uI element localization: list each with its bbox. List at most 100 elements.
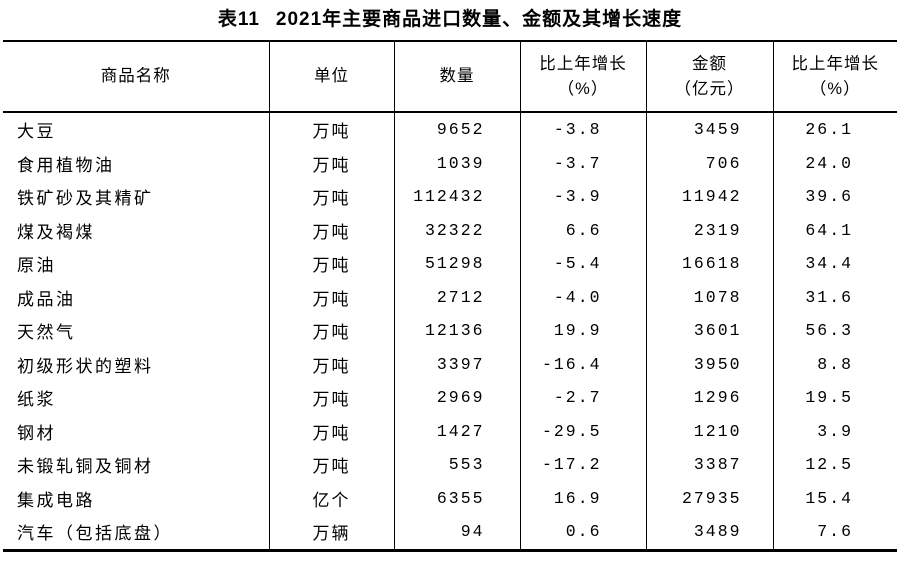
quantity-cell: 6355 — [393, 481, 520, 515]
quantity-cell: 2969 — [393, 381, 520, 415]
commodity-name-cell: 成品油 — [17, 289, 76, 309]
unit-cell: 万吨 — [268, 448, 394, 482]
value-cell: 3387 — [645, 448, 773, 482]
quantity-cell: 32322 — [393, 213, 520, 247]
table-row: 食用植物油 万吨 1039 -3.7 706 24.0 — [3, 146, 897, 180]
value-growth-cell: 7.6 — [772, 515, 897, 550]
quantity-growth-cell: -5.4 — [519, 247, 646, 281]
value-cell: 706 — [645, 146, 773, 180]
table-row: 成品油 万吨 2712 -4.0 1078 31.6 — [3, 280, 897, 314]
quantity-growth-cell: -17.2 — [519, 448, 646, 482]
commodity-name-cell: 初级形状的塑料 — [17, 356, 154, 376]
unit-cell: 亿个 — [268, 481, 394, 515]
value-growth-cell: 24.0 — [772, 146, 897, 180]
quantity-growth-cell: 16.9 — [519, 481, 646, 515]
commodity-name-cell: 未锻轧铜及铜材 — [17, 457, 154, 477]
col-header-value-growth: 比上年增长 （%） — [772, 41, 897, 113]
quantity-cell: 94 — [393, 515, 520, 550]
table-row: 未锻轧铜及铜材 万吨 553 -17.2 3387 12.5 — [3, 448, 897, 482]
header-row: 商品名称 单位 数量 比上年增长 （%） 金额 （亿元） — [3, 41, 897, 113]
unit-cell: 万吨 — [268, 180, 394, 214]
header-line: （亿元） — [674, 79, 745, 98]
value-growth-cell: 39.6 — [772, 180, 897, 214]
commodity-name-cell: 天然气 — [17, 323, 76, 343]
unit-cell: 万辆 — [268, 515, 394, 550]
value-growth-cell: 3.9 — [772, 414, 897, 448]
quantity-growth-cell: -4.0 — [519, 280, 646, 314]
col-header-unit: 单位 — [268, 41, 394, 113]
value-cell: 3459 — [645, 112, 773, 147]
unit-cell: 万吨 — [268, 146, 394, 180]
table-row: 汽车（包括底盘） 万辆 94 0.6 3489 7.6 — [3, 515, 897, 550]
quantity-growth-cell: -16.4 — [519, 347, 646, 381]
commodity-name-cell: 铁矿砂及其精矿 — [17, 189, 154, 209]
header-line: （%） — [557, 79, 609, 98]
value-cell: 3601 — [645, 314, 773, 348]
header-line: 单位 — [314, 67, 349, 85]
import-commodities-table: 商品名称 单位 数量 比上年增长 （%） 金额 （亿元） — [3, 40, 897, 552]
unit-cell: 万吨 — [268, 112, 394, 147]
value-growth-cell: 64.1 — [772, 213, 897, 247]
quantity-growth-cell: -2.7 — [519, 381, 646, 415]
col-header-commodity-name: 商品名称 — [3, 41, 269, 113]
unit-cell: 万吨 — [268, 247, 394, 281]
quantity-growth-cell: -3.9 — [519, 180, 646, 214]
value-growth-cell: 15.4 — [772, 481, 897, 515]
commodity-name-cell: 大豆 — [17, 122, 56, 142]
value-cell: 2319 — [645, 213, 773, 247]
commodity-name-cell: 食用植物油 — [17, 155, 115, 175]
header-line: （%） — [809, 79, 861, 98]
quantity-cell: 1039 — [393, 146, 520, 180]
quantity-cell: 51298 — [393, 247, 520, 281]
unit-cell: 万吨 — [268, 347, 394, 381]
commodity-name-cell: 煤及褐煤 — [17, 222, 95, 242]
quantity-cell: 1427 — [393, 414, 520, 448]
table-row: 煤及褐煤 万吨 32322 6.6 2319 64.1 — [3, 213, 897, 247]
quantity-cell: 12136 — [393, 314, 520, 348]
quantity-cell: 553 — [393, 448, 520, 482]
unit-cell: 万吨 — [268, 280, 394, 314]
quantity-growth-cell: 0.6 — [519, 515, 646, 550]
table-body: 大豆 万吨 9652 -3.8 3459 26.1 食用植物油 万吨 1039 … — [3, 112, 897, 550]
quantity-growth-cell: -3.7 — [519, 146, 646, 180]
value-growth-cell: 31.6 — [772, 280, 897, 314]
value-growth-cell: 56.3 — [772, 314, 897, 348]
table-title-text: 2021年主要商品进口数量、金额及其增长速度 — [275, 9, 683, 30]
commodity-name-cell: 集成电路 — [17, 490, 95, 510]
unit-cell: 万吨 — [268, 414, 394, 448]
quantity-growth-cell: -29.5 — [519, 414, 646, 448]
value-cell: 16618 — [645, 247, 773, 281]
value-cell: 27935 — [645, 481, 773, 515]
table-row: 天然气 万吨 12136 19.9 3601 56.3 — [3, 314, 897, 348]
unit-cell: 万吨 — [268, 381, 394, 415]
table-row: 钢材 万吨 1427 -29.5 1210 3.9 — [3, 414, 897, 448]
col-header-value: 金额 （亿元） — [645, 41, 773, 113]
header-line: 比上年增长 — [539, 54, 627, 73]
table-row: 原油 万吨 51298 -5.4 16618 34.4 — [3, 247, 897, 281]
quantity-cell: 3397 — [393, 347, 520, 381]
value-cell: 1296 — [645, 381, 773, 415]
table-row: 纸浆 万吨 2969 -2.7 1296 19.5 — [3, 381, 897, 415]
commodity-name-cell: 汽车（包括底盘） — [17, 524, 173, 544]
commodity-name-cell: 纸浆 — [17, 390, 56, 410]
page-title: 表11 2021年主要商品进口数量、金额及其增长速度 — [0, 7, 900, 40]
quantity-cell: 112432 — [393, 180, 520, 214]
value-cell: 1210 — [645, 414, 773, 448]
header-line: 数量 — [439, 67, 475, 85]
quantity-cell: 9652 — [393, 112, 520, 147]
value-growth-cell: 12.5 — [772, 448, 897, 482]
table-row: 初级形状的塑料 万吨 3397 -16.4 3950 8.8 — [3, 347, 897, 381]
quantity-growth-cell: 19.9 — [519, 314, 646, 348]
unit-cell: 万吨 — [268, 314, 394, 348]
value-cell: 1078 — [645, 280, 773, 314]
value-growth-cell: 34.4 — [772, 247, 897, 281]
header-line: 金额 — [692, 54, 727, 73]
table-number-label: 表11 — [217, 9, 260, 30]
commodity-name-cell: 原油 — [17, 256, 56, 276]
value-growth-cell: 8.8 — [772, 347, 897, 381]
quantity-growth-cell: 6.6 — [519, 213, 646, 247]
value-cell: 11942 — [645, 180, 773, 214]
table-row: 大豆 万吨 9652 -3.8 3459 26.1 — [3, 112, 897, 147]
unit-cell: 万吨 — [268, 213, 394, 247]
